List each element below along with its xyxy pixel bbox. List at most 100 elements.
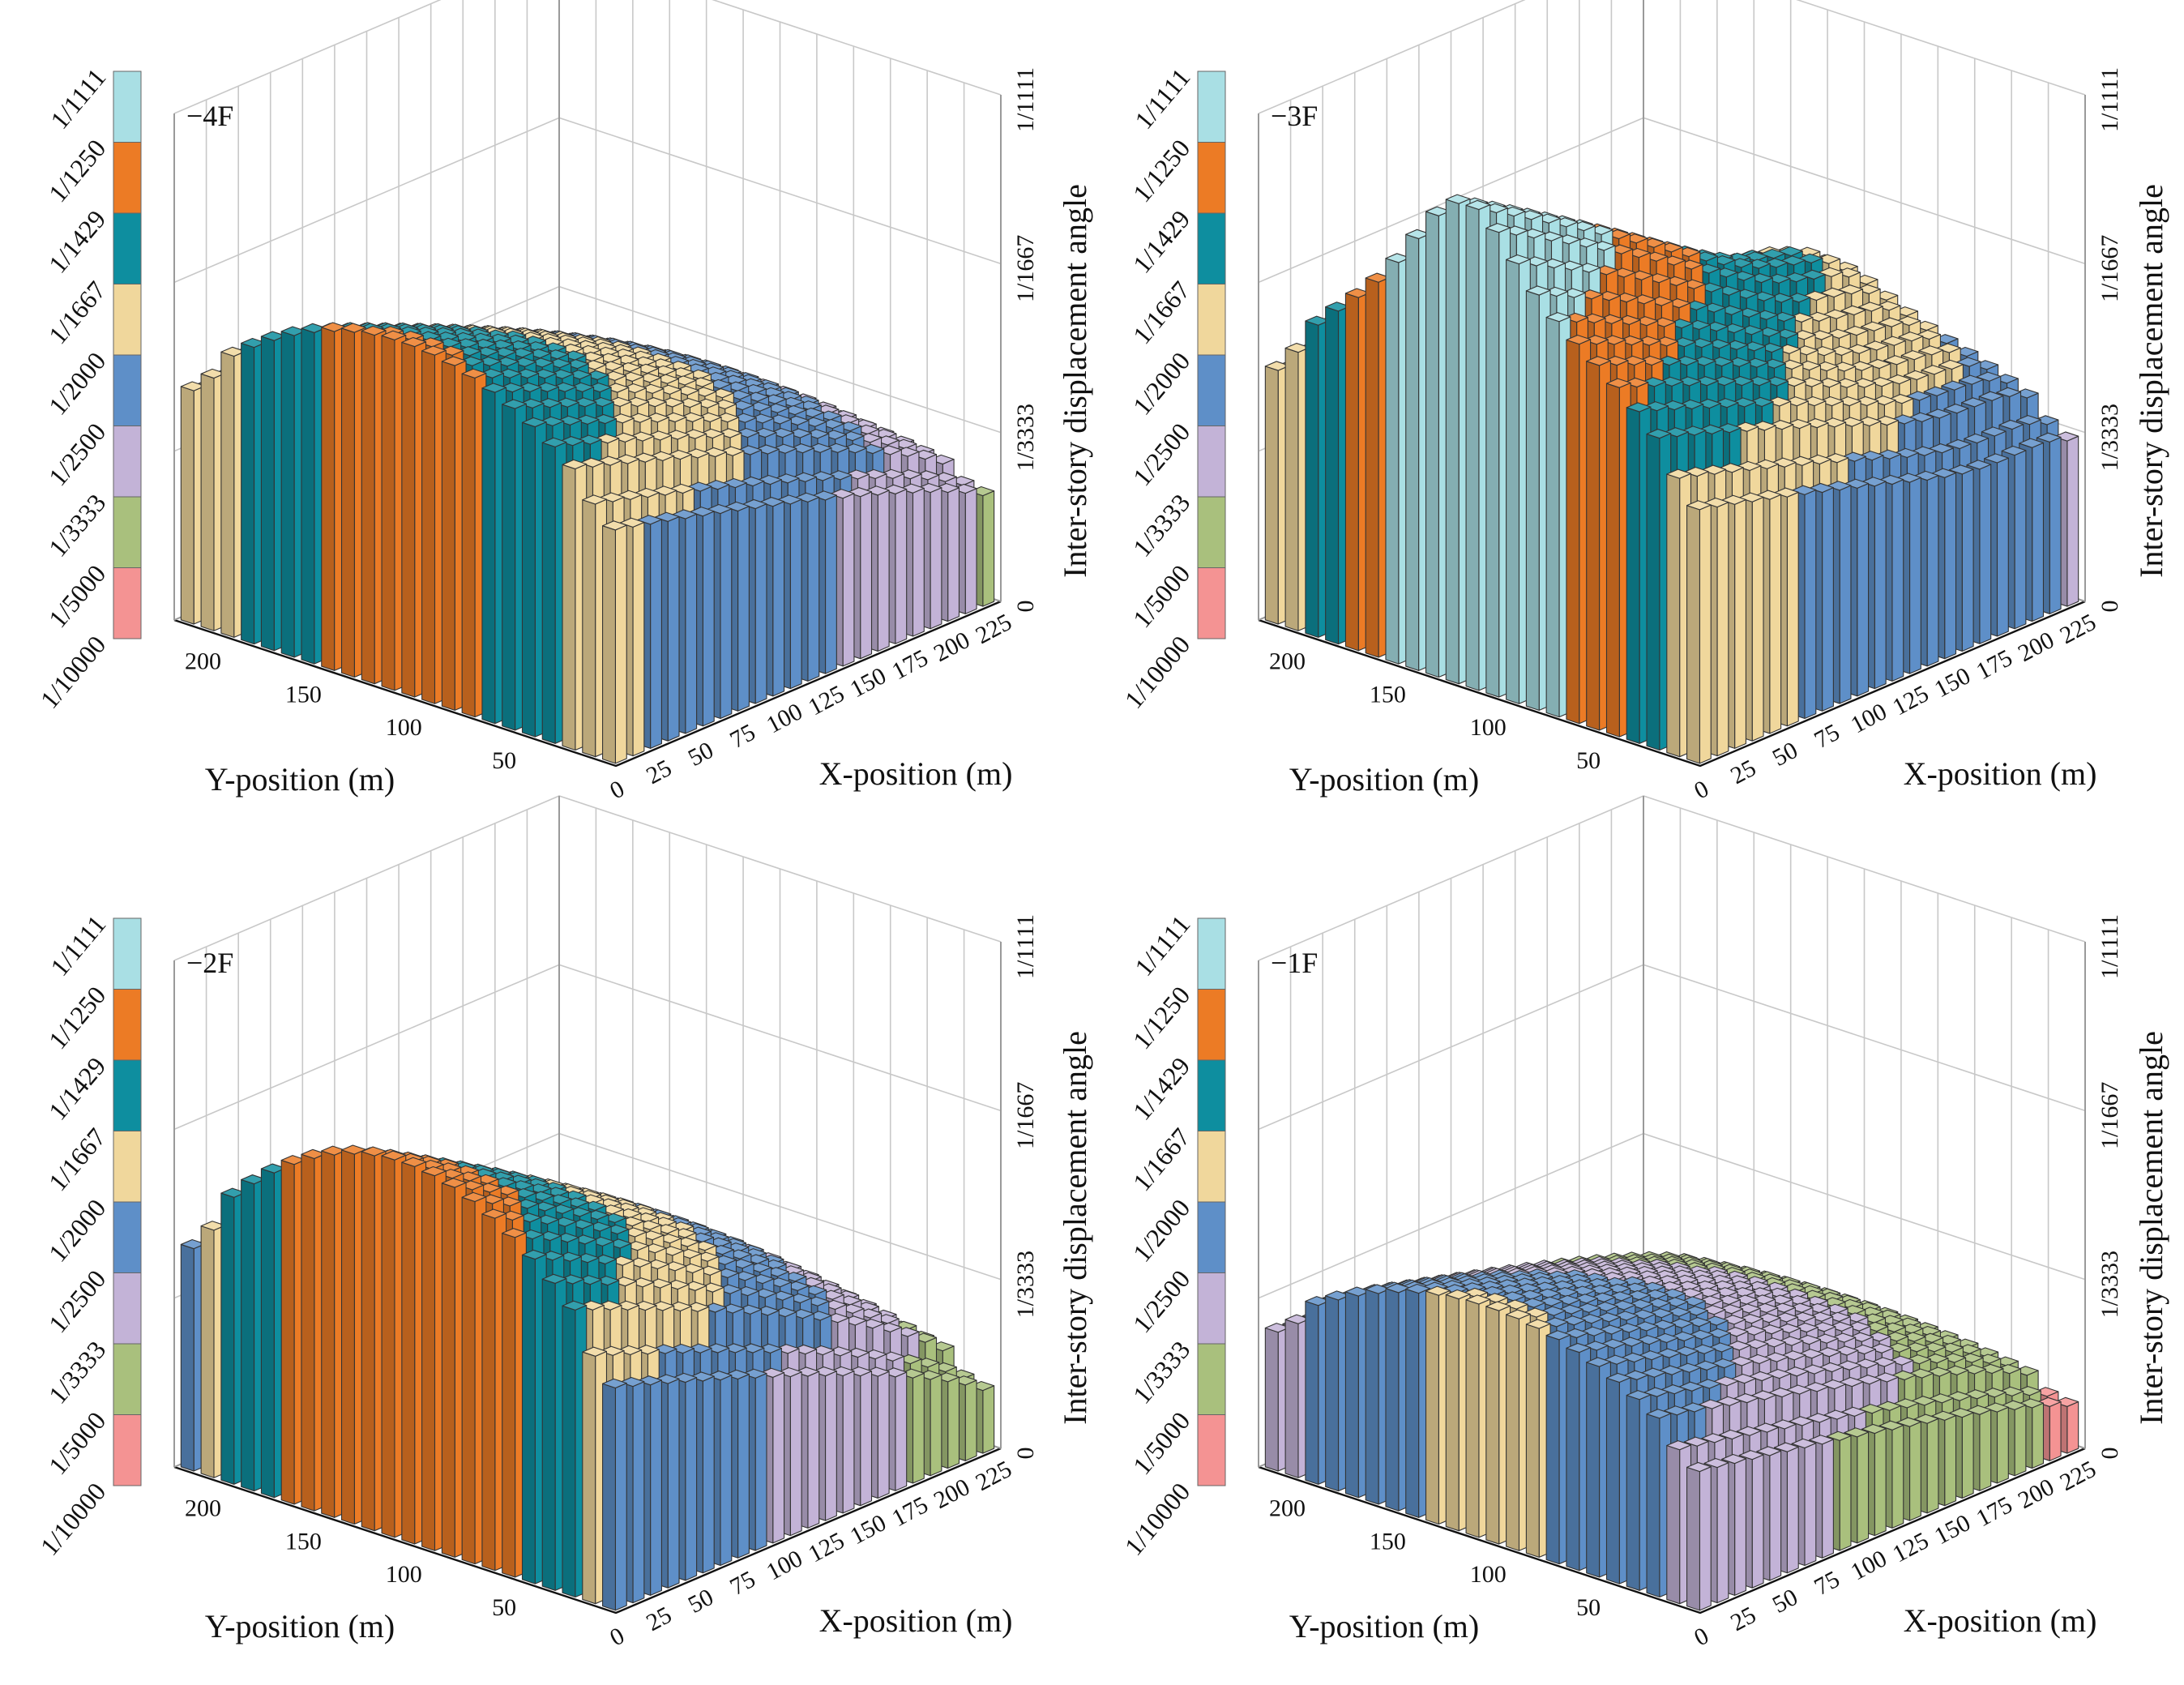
bar-face [1751, 496, 1764, 742]
y-tick-label: 100 [1470, 714, 1507, 741]
bar-face [685, 513, 698, 734]
x-tick-label: 0 [1690, 776, 1713, 805]
bar-face [1686, 505, 1700, 764]
panel-title: −3F [1271, 100, 1318, 132]
bar [1686, 500, 1712, 764]
bar-face [1874, 481, 1887, 690]
legend-label: 1/1111 [45, 62, 111, 135]
legend-label: 1/2500 [43, 417, 112, 491]
x-tick-label: 200 [930, 627, 974, 667]
bar-face [441, 361, 455, 711]
bar-face [982, 490, 995, 607]
x-tick-label: 225 [972, 609, 1016, 649]
legend-swatch [1197, 142, 1226, 214]
bar [602, 520, 627, 764]
legend-label: 1/2000 [1127, 346, 1196, 420]
bar-face [180, 386, 194, 625]
grid-line [173, 117, 1002, 284]
bar-face [361, 330, 375, 685]
legend: 1/100001/50001/33331/25001/20001/16671/1… [1118, 62, 1226, 714]
bar-face [1605, 383, 1620, 738]
bar-face [1857, 482, 1870, 697]
bar-face [947, 487, 960, 622]
legend-label: 1/1667 [1127, 276, 1196, 349]
bar-face [280, 331, 295, 658]
x-tick-label: 75 [725, 719, 759, 754]
bars [180, 322, 995, 764]
bar-face [632, 521, 645, 757]
bar-face [720, 508, 733, 720]
bar-face [1344, 293, 1359, 652]
legend: 1/100001/50001/33331/25001/20001/16671/1… [34, 62, 142, 714]
x-axis-title: X-position (m) [1904, 755, 2097, 792]
legend-label: 1/2500 [1127, 417, 1196, 491]
bar-face [772, 501, 785, 697]
bar-face [1891, 479, 1904, 682]
x-tick-label: 100 [762, 698, 806, 738]
base-axes [173, 600, 1002, 768]
legend-swatch [1197, 426, 1226, 498]
bar-face [1465, 204, 1480, 691]
bar-face [1626, 407, 1640, 744]
bar-face [582, 499, 596, 758]
legend-label: 1/10000 [1118, 630, 1195, 713]
bar-face [1305, 320, 1319, 638]
bar-face [842, 493, 855, 667]
legend-swatch [113, 354, 142, 426]
legend-swatch [113, 426, 142, 498]
x-tick-label: 200 [2014, 627, 2058, 667]
bar-face [220, 351, 235, 638]
x-tick-label: 150 [1930, 662, 1975, 703]
z-tick-label: 1/1667 [2096, 235, 2123, 302]
bar-face [650, 519, 662, 749]
bar-face [702, 511, 715, 727]
bar-face [1365, 277, 1379, 658]
bar-face [754, 503, 767, 704]
bar-face [562, 464, 576, 751]
y-tick-label: 150 [285, 681, 322, 708]
legend-swatch [113, 212, 142, 284]
bar-face [895, 488, 908, 644]
grid-line [173, 795, 1002, 961]
bar-face [1284, 347, 1299, 631]
bar-face [1666, 473, 1681, 758]
x-tick-label: 175 [1972, 644, 2016, 685]
bar-face [1979, 464, 1992, 644]
bar-face [521, 421, 536, 738]
legend-swatch [1197, 71, 1226, 143]
legend-label: 1/1111 [1129, 62, 1195, 135]
bar-face [1996, 457, 2009, 637]
y-tick-label: 50 [1576, 747, 1601, 774]
bar-face [541, 442, 556, 744]
bar-face [421, 350, 436, 704]
x-tick-label: 50 [684, 737, 718, 772]
x-tick-label: 25 [1726, 755, 1760, 789]
legend-label: 1/5000 [43, 559, 112, 633]
bar-face [2066, 435, 2079, 607]
legend-label: 1/5000 [1127, 559, 1196, 633]
legend-swatch [1197, 567, 1226, 639]
bar-face [614, 524, 627, 764]
bar-face [824, 494, 837, 674]
bar-face [1804, 489, 1817, 720]
legend-label: 1/2000 [43, 346, 112, 420]
bar-face [1786, 491, 1799, 727]
x-tick-label: 150 [846, 662, 891, 703]
bar-face [930, 487, 942, 630]
legend-swatch [113, 496, 142, 568]
legend-swatch [113, 284, 142, 356]
y-tick-label: 200 [185, 648, 221, 674]
legend-swatch [1197, 212, 1226, 284]
bar-face [964, 488, 977, 614]
legend-swatch [113, 142, 142, 214]
bar-face [241, 342, 255, 645]
y-tick-label: 50 [492, 747, 516, 774]
legend-label: 1/1250 [43, 134, 112, 207]
legend-label: 1/10000 [34, 630, 111, 713]
bar-face [1646, 433, 1660, 751]
z-axis-title: Inter-story displacement angle [1057, 184, 1093, 578]
bar-face [1944, 472, 1957, 660]
z-tick-label: 1/1667 [1012, 235, 1039, 302]
bar-face [602, 525, 616, 764]
